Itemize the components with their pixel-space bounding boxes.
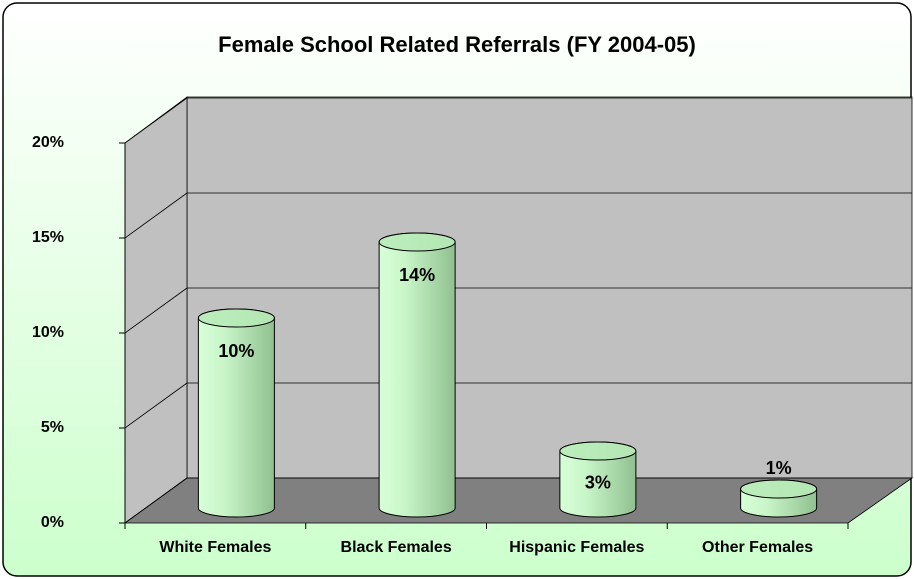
bar-top [378, 232, 456, 252]
value-label: 10% [218, 341, 254, 361]
bar-top [197, 308, 275, 328]
x-tick-label: Hispanic Females [509, 539, 644, 556]
y-tick-label: 5% [41, 419, 64, 436]
side-wall [124, 96, 188, 524]
grid-line [124, 287, 188, 334]
value-label: 1% [766, 458, 792, 478]
grid-line [124, 382, 188, 429]
grid-line [124, 477, 188, 524]
grid-line [124, 97, 188, 144]
y-tick-label: 10% [32, 324, 64, 341]
x-tick-label: Black Females [341, 539, 452, 556]
value-label: 14% [399, 265, 435, 285]
y-tick-label: 15% [32, 229, 64, 246]
y-tick-label: 20% [32, 134, 64, 151]
value-label: 3% [585, 472, 611, 492]
y-tick-label: 0% [41, 514, 64, 531]
bar-top [559, 441, 637, 461]
x-tick-label: White Females [159, 539, 271, 556]
grid-line [124, 192, 188, 239]
chart-title: Female School Related Referrals (FY 2004… [218, 32, 696, 57]
x-tick-label: Other Females [702, 539, 813, 556]
back-wall [186, 96, 913, 479]
bar-top [740, 479, 818, 499]
